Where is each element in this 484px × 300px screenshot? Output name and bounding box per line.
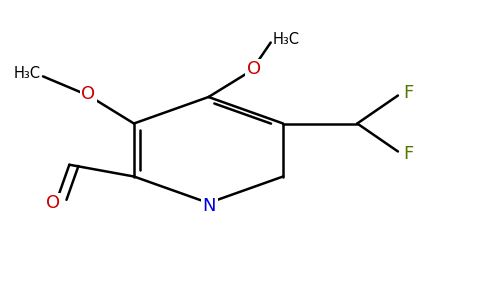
Text: O: O [81, 85, 95, 103]
Text: F: F [403, 84, 413, 102]
Text: F: F [403, 145, 413, 163]
Text: N: N [203, 197, 216, 215]
Text: H₃C: H₃C [14, 66, 41, 81]
Text: O: O [45, 194, 60, 212]
Text: O: O [247, 60, 261, 78]
Text: H₃C: H₃C [273, 32, 300, 47]
